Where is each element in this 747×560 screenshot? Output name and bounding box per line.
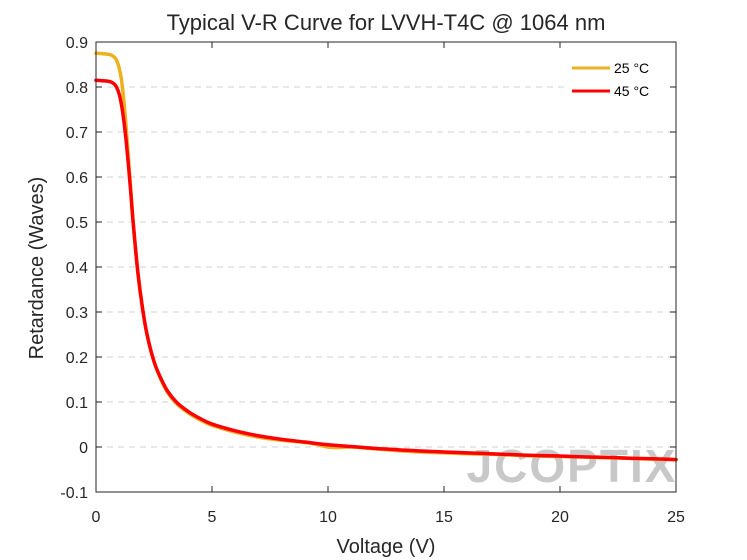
x-tick-label-4: 20 xyxy=(551,509,569,526)
y-tick-label-7: 0.6 xyxy=(66,170,88,187)
chart-title: Typical V-R Curve for LVVH-T4C @ 1064 nm xyxy=(167,10,606,35)
legend: 25 °C 45 °C xyxy=(566,54,670,104)
series-lines xyxy=(94,51,678,462)
legend-label-45c: 45 °C xyxy=(614,83,649,99)
gridlines xyxy=(96,86,676,448)
tick-labels: 0 5 10 15 20 25-0.100.10.20.30.40.50.60.70.80… xyxy=(60,35,685,526)
y-tick-label-1: 0 xyxy=(79,440,88,457)
y-tick-label-10: 0.9 xyxy=(66,35,88,52)
y-axis-label: Retardance (Waves) xyxy=(26,177,48,360)
y-tick-label-2: 0.1 xyxy=(66,395,88,412)
x-tick-label-3: 15 xyxy=(435,509,453,526)
x-tick-label-0: 0 xyxy=(92,509,101,526)
series-line-1 xyxy=(94,78,678,462)
legend-box xyxy=(566,54,670,104)
x-tick-label-5: 25 xyxy=(667,509,685,526)
axis-ticks xyxy=(95,41,677,493)
x-axis-label: Voltage (V) xyxy=(337,536,436,558)
y-tick-label-6: 0.5 xyxy=(66,215,88,232)
watermark-logo: JCOPTIX xyxy=(467,440,678,492)
y-tick-label-3: 0.2 xyxy=(66,350,88,367)
y-tick-label-5: 0.4 xyxy=(66,260,88,277)
y-tick-label-8: 0.7 xyxy=(66,125,88,142)
x-tick-label-2: 10 xyxy=(319,509,337,526)
y-tick-label-0: -0.1 xyxy=(60,485,88,502)
y-tick-label-9: 0.8 xyxy=(66,80,88,97)
y-tick-label-4: 0.3 xyxy=(66,305,88,322)
legend-label-25c: 25 °C xyxy=(614,60,649,76)
x-tick-label-1: 5 xyxy=(208,509,217,526)
